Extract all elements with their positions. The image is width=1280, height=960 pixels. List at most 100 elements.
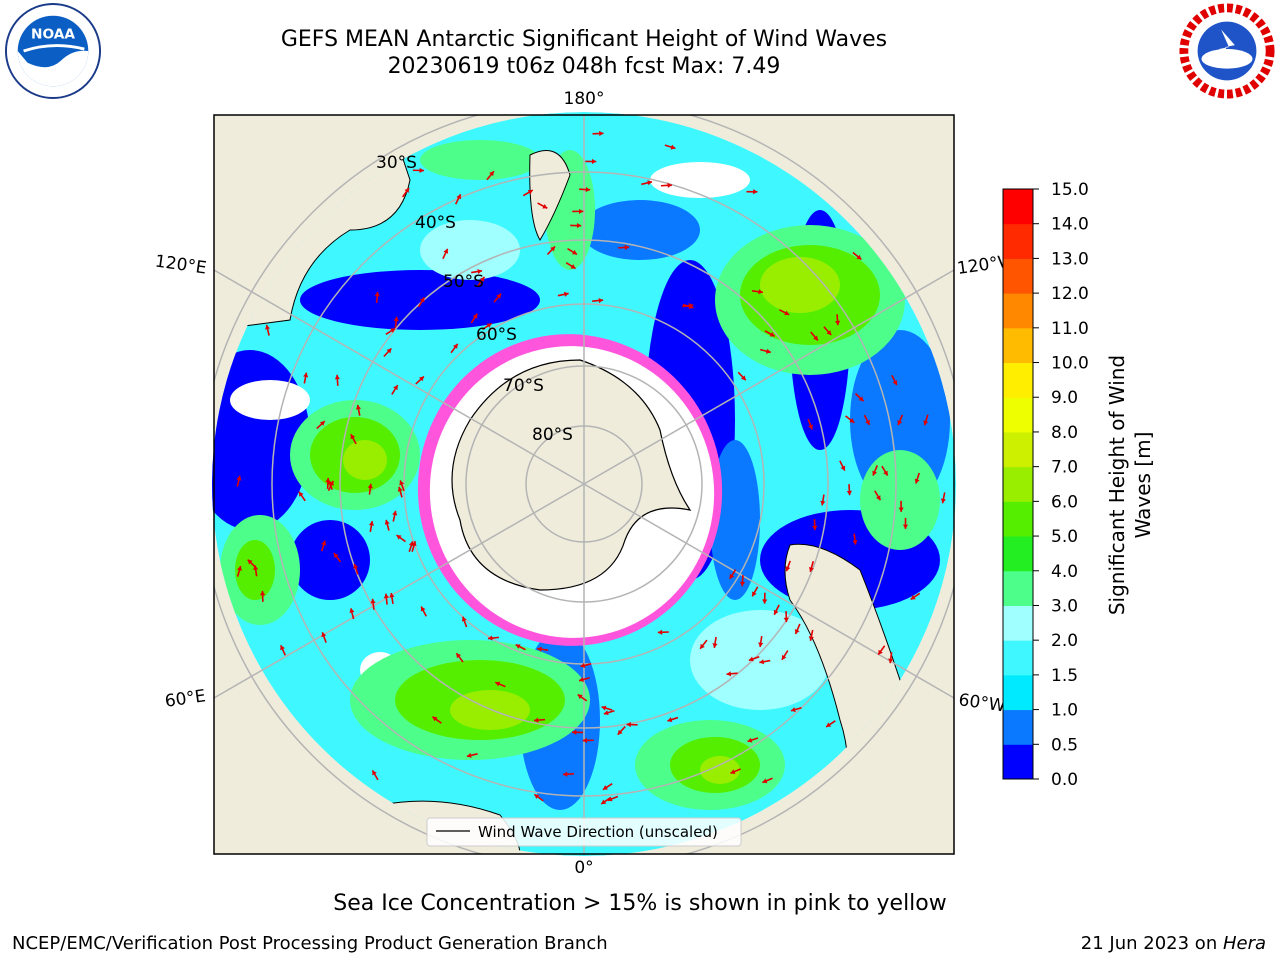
wave-arrow-head (419, 297, 425, 303)
wave-arrow-head (355, 404, 362, 410)
wave-arrow-head (374, 291, 380, 297)
wave-arrow-head (260, 590, 266, 596)
wave-arrow-head (397, 486, 403, 492)
wave-arrow-head (813, 335, 818, 341)
wave-arrow-head (372, 770, 377, 776)
wave-arrow-head (334, 374, 340, 380)
wave-arrow-head (601, 705, 607, 711)
wave-arrow-head (902, 524, 909, 529)
wave-arrow-head (607, 796, 613, 802)
wave-arrow-head (657, 629, 663, 635)
colorbar-tick-label: 13.0 (1051, 249, 1089, 269)
wave-arrow-head (399, 480, 405, 486)
wave-arrow-head (599, 130, 604, 137)
wave-arrow-head (670, 144, 676, 150)
wave-arrow-head (419, 167, 424, 173)
svg-text:NOAA: NOAA (31, 26, 75, 42)
colorbar-tick-label: 5.0 (1051, 527, 1078, 547)
wave-arrow-head (477, 268, 483, 275)
wave-arrow-head (534, 794, 540, 800)
colorbar-segment (1003, 501, 1033, 537)
wave-arrow-head (488, 635, 493, 641)
wave-arrow-head (367, 483, 373, 489)
wave-arrow-head (253, 565, 259, 571)
colorbar-tick-label: 12.0 (1051, 284, 1089, 304)
wave-arrow-head (466, 752, 472, 758)
wave-arrow-head (753, 189, 758, 195)
wave-arrow-head (325, 477, 331, 483)
wave-arrow-head (389, 592, 395, 598)
wave-arrow-head (598, 297, 604, 304)
antarctic-continent (451, 359, 692, 591)
wave-arrow-head (910, 594, 916, 600)
wave-arrow-head (591, 158, 597, 165)
wave-arrow-head (765, 348, 771, 354)
wave-arrow-head (856, 254, 862, 260)
wave-arrow-head (390, 328, 396, 333)
wave-arrow-head (461, 616, 467, 622)
wave-arrow-head (370, 598, 376, 604)
colorbar-segment (1003, 605, 1033, 641)
wave-arrow-head (878, 649, 883, 655)
wave-arrow-head (383, 593, 389, 599)
lon-label-60e: 60°E (164, 686, 207, 711)
wave-arrow-head (808, 567, 814, 572)
wave-arrow-head (453, 343, 458, 349)
lat-label-60s: 60°S (476, 325, 517, 345)
colorbar-label-line1: Significant Height of Wind (1105, 355, 1129, 615)
lat-label-80s: 80°S (532, 425, 573, 445)
colorbar-segment (1003, 223, 1033, 259)
wave-arrow-head (940, 498, 946, 504)
colorbar-tick-label: 6.0 (1051, 492, 1078, 512)
wave-arrow-head (582, 737, 588, 744)
wave-arrow-head (783, 617, 789, 623)
wave-arrow-head (392, 510, 398, 516)
wave-arrow-head (826, 330, 832, 336)
wave-arrow-head (865, 419, 870, 425)
wave-arrow-head (688, 304, 694, 310)
colorbar-segment (1003, 258, 1033, 294)
wave-arrow-head (872, 470, 878, 476)
wave-arrow-head (537, 646, 542, 652)
wave-arrow-head (740, 375, 746, 381)
graticule (214, 115, 954, 854)
wave-arrow-head (420, 606, 426, 612)
colorbar-tick-label: 14.0 (1051, 215, 1089, 235)
wave-arrow-head (773, 609, 779, 615)
footer-date: 21 Jun 2023 on Hera (1081, 933, 1266, 954)
colorbar-segment (1003, 431, 1033, 468)
lon-label-0: 0° (574, 858, 593, 878)
colorbar-tick-label: 10.0 (1051, 354, 1089, 374)
colorbar-tick-label: 1.0 (1051, 701, 1078, 721)
colorbar-label-line2: Waves [m] (1131, 432, 1155, 539)
colorbar-tick-label: 1.5 (1051, 666, 1078, 686)
wave-arrow-head (411, 541, 417, 547)
wave-arrow-head (353, 563, 359, 569)
wave-arrow-head (647, 180, 653, 186)
colorbar-tick-label: 4.0 (1051, 562, 1078, 582)
colorbar-segment (1003, 293, 1033, 329)
wave-arrow-head (781, 654, 787, 660)
colorbar-segment (1003, 744, 1033, 780)
footer-credit: NCEP/EMC/Verification Post Processing Pr… (12, 933, 608, 954)
wave-arrow-head (571, 249, 577, 255)
legend-label: Wind Wave Direction (unscaled) (478, 823, 718, 841)
wave-arrow-head (303, 372, 309, 378)
wave-arrow-head (914, 478, 920, 484)
wave-arrow-head (443, 248, 449, 254)
wave-arrow-head (667, 717, 673, 723)
wave-arrow-head (319, 421, 325, 426)
wave-arrow-head (527, 190, 533, 195)
wave-arrow-head (236, 475, 242, 481)
wave-arrow-head (898, 507, 904, 512)
wave-arrow-head (758, 289, 763, 295)
wave-arrow-head (576, 222, 582, 229)
wave-arrow-head (495, 681, 501, 687)
wave-arrow-head (489, 171, 494, 177)
wave-arrow-head (349, 608, 355, 614)
wave-arrow-head (456, 653, 462, 659)
wave-arrow-head (280, 645, 285, 651)
wave-arrow-head (479, 276, 485, 282)
wave-arrow-head (321, 540, 327, 546)
wave-arrow-head (730, 769, 736, 775)
